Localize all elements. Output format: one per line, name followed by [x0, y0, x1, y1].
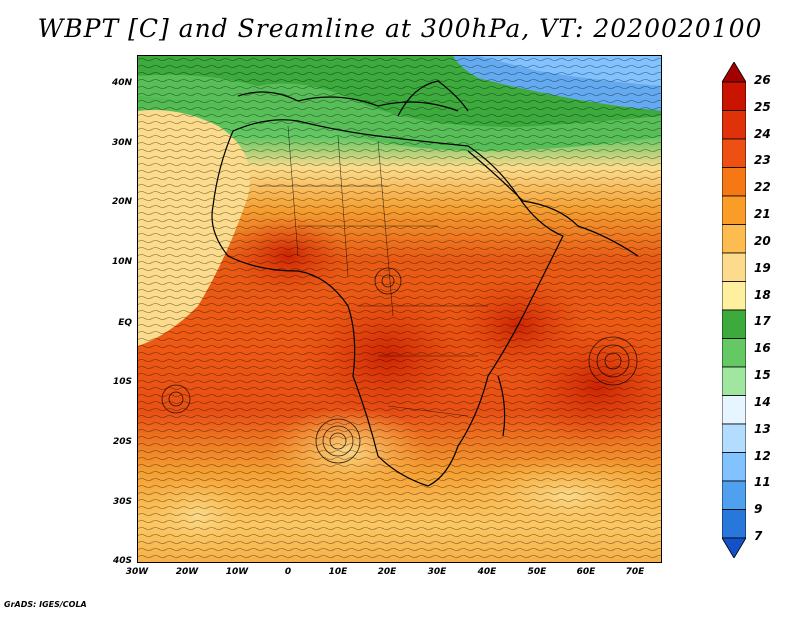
colorbar-segment	[722, 138, 746, 168]
colorbar-segment	[722, 81, 746, 111]
colorbar-label: 7	[754, 529, 763, 543]
lon-label-30w: 30W	[125, 567, 149, 577]
colorbar-label: 18	[754, 287, 771, 302]
colorbar-top-arrow	[722, 62, 746, 83]
lon-label-20e: 20E	[377, 567, 397, 577]
lat-label-20s: 20S	[112, 437, 132, 447]
colorbar-label: 17	[754, 314, 771, 329]
lon-label-40e: 40E	[477, 567, 497, 577]
colorbar-label: 9	[754, 502, 763, 517]
chart-title: WBPT [C] and Sreamline at 300hPa, VT: 20…	[37, 14, 763, 43]
colorbar-segment	[722, 338, 746, 368]
colorbar-segment	[722, 309, 746, 339]
colorbar-segment	[722, 167, 746, 197]
lat-label-40s: 40S	[112, 556, 132, 566]
colorbar-segment	[722, 110, 746, 140]
colorbar-label: 23	[754, 153, 771, 168]
lon-label-10e: 10E	[328, 567, 348, 577]
colorbar-bottom-arrow	[722, 537, 746, 558]
colorbar-segment	[722, 452, 746, 482]
lat-label-30n: 30N	[111, 138, 132, 148]
colorbar-label: 13	[754, 421, 771, 436]
colorbar	[722, 62, 746, 558]
colorbar-label: 22	[754, 180, 771, 195]
grads-credit: GrADS: IGES/COLA	[4, 600, 87, 609]
colorbar-segment	[722, 281, 746, 311]
map-plot-area	[137, 55, 662, 563]
colorbar-label: 14	[754, 394, 771, 409]
wbpt-field	[138, 56, 661, 562]
lon-label-0: 0	[284, 567, 292, 577]
colorbar-label: 25	[754, 99, 771, 114]
colorbar-label: 15	[754, 368, 771, 383]
colorbar-segment	[722, 366, 746, 396]
colorbar-segment	[722, 423, 746, 453]
colorbar-label: 24	[754, 126, 771, 141]
lon-label-10w: 10W	[225, 567, 249, 577]
colorbar-segment	[722, 224, 746, 254]
lat-label-10s: 10S	[112, 377, 132, 387]
lon-label-30e: 30E	[427, 567, 447, 577]
lat-label-40n: 40N	[111, 78, 132, 88]
colorbar-segment	[722, 509, 746, 539]
lat-label-30s: 30S	[112, 497, 132, 507]
colorbar-segment	[722, 480, 746, 510]
colorbar-segment	[722, 252, 746, 282]
lat-label-eq: EQ	[118, 318, 132, 328]
colorbar-segment	[722, 395, 746, 425]
lon-label-20w: 20W	[175, 567, 199, 577]
lon-label-70e: 70E	[625, 567, 645, 577]
colorbar-label: 20	[754, 233, 771, 248]
colorbar-label: 21	[754, 207, 771, 222]
colorbar-label: 26	[754, 73, 771, 87]
lon-label-50e: 50E	[527, 567, 547, 577]
colorbar-label: 19	[754, 260, 771, 275]
lat-label-20n: 20N	[111, 197, 132, 207]
colorbar-label: 12	[754, 448, 771, 463]
lon-label-60e: 60E	[576, 567, 596, 577]
colorbar-segment	[722, 195, 746, 225]
lat-label-10n: 10N	[111, 257, 132, 267]
colorbar-label: 11	[754, 475, 771, 490]
colorbar-label: 16	[754, 341, 771, 356]
